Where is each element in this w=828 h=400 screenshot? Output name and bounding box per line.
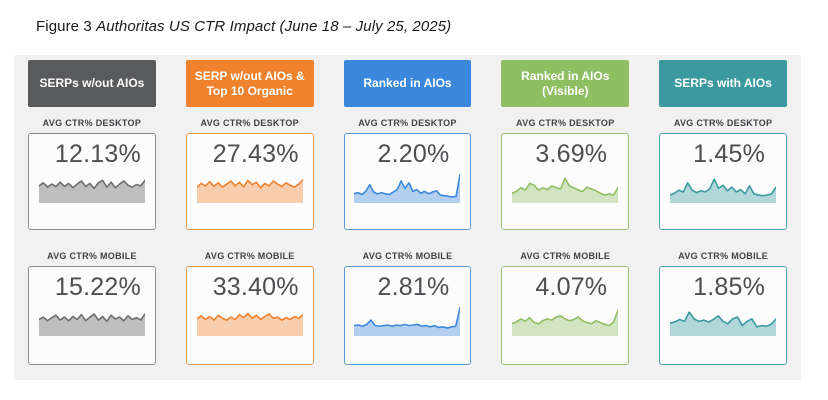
metric-label-desktop: AVG CTR% DESKTOP xyxy=(358,118,457,128)
sparkline-chart xyxy=(512,309,619,336)
metric-value: 2.20% xyxy=(377,140,450,168)
column-header: Ranked in AIOs xyxy=(343,60,472,107)
sparkline-chart xyxy=(670,177,777,203)
metric-card-desktop: 2.20% xyxy=(343,133,472,230)
metric-card-desktop: 27.43% xyxy=(185,133,314,230)
metric-card-mobile: 2.81% xyxy=(343,266,472,365)
metric-label-mobile: AVG CTR% MOBILE xyxy=(204,251,295,261)
sparkline-chart xyxy=(354,306,461,336)
column-serp-wout-aios-top10: SERP w/out AIOs & Top 10 Organic AVG CTR… xyxy=(185,60,314,372)
column-header: Ranked in AIOs (Visible) xyxy=(501,60,630,107)
column-header: SERP w/out AIOs & Top 10 Organic xyxy=(185,60,314,107)
metric-label-desktop: AVG CTR% DESKTOP xyxy=(200,118,299,128)
metric-value: 1.45% xyxy=(693,140,766,168)
column-serps-with-aios: SERPs with AIOs AVG CTR% DESKTOP 1.45% A… xyxy=(659,60,787,372)
sparkline-chart xyxy=(670,310,777,336)
metric-label-mobile: AVG CTR% MOBILE xyxy=(46,251,137,261)
sparkline-chart xyxy=(354,173,461,203)
metric-card-desktop: 12.13% xyxy=(28,133,156,230)
metric-card-desktop: 1.45% xyxy=(659,133,787,230)
column-header: SERPs w/out AIOs xyxy=(28,60,156,107)
metric-value: 2.81% xyxy=(377,273,450,301)
metric-label-desktop: AVG CTR% DESKTOP xyxy=(42,118,142,128)
metric-card-mobile: 15.22% xyxy=(28,266,156,365)
sparkline-chart xyxy=(512,177,619,203)
metric-card-mobile: 1.85% xyxy=(659,266,787,365)
metric-value: 12.13% xyxy=(54,140,141,168)
metric-value: 4.07% xyxy=(535,273,608,301)
figure-label: Figure 3 xyxy=(36,18,92,35)
metric-value: 1.85% xyxy=(693,273,766,301)
sparkline-chart xyxy=(38,179,145,203)
metric-card-mobile: 4.07% xyxy=(501,266,630,365)
metric-label-mobile: AVG CTR% MOBILE xyxy=(362,251,453,261)
metric-card-desktop: 3.69% xyxy=(501,133,630,230)
column-serps-wout-aios: SERPs w/out AIOs AVG CTR% DESKTOP 12.13%… xyxy=(28,60,156,372)
metric-label-desktop: AVG CTR% DESKTOP xyxy=(516,118,615,128)
figure-caption: Authoritas US CTR Impact (June 18 – July… xyxy=(96,18,452,35)
sparkline-chart xyxy=(196,178,303,203)
metric-value: 27.43% xyxy=(212,140,299,168)
sparkline-chart xyxy=(38,312,145,336)
metric-card-mobile: 33.40% xyxy=(185,266,314,365)
metric-label-mobile: AVG CTR% MOBILE xyxy=(678,251,769,261)
metric-label-mobile: AVG CTR% MOBILE xyxy=(520,251,611,261)
metric-value: 33.40% xyxy=(212,273,299,301)
metric-value: 15.22% xyxy=(54,273,141,301)
column-ranked-in-aios: Ranked in AIOs AVG CTR% DESKTOP 2.20% AV… xyxy=(343,60,472,372)
metric-value: 3.69% xyxy=(535,140,608,168)
sparkline-chart xyxy=(196,312,303,336)
column-header: SERPs with AIOs xyxy=(659,60,787,107)
metric-label-desktop: AVG CTR% DESKTOP xyxy=(673,118,773,128)
ctr-comparison-panel: SERPs w/out AIOs AVG CTR% DESKTOP 12.13%… xyxy=(14,55,801,380)
figure-title: Figure 3 Authoritas US CTR Impact (June … xyxy=(36,18,451,35)
column-ranked-in-aios-visible: Ranked in AIOs (Visible) AVG CTR% DESKTO… xyxy=(501,60,630,372)
